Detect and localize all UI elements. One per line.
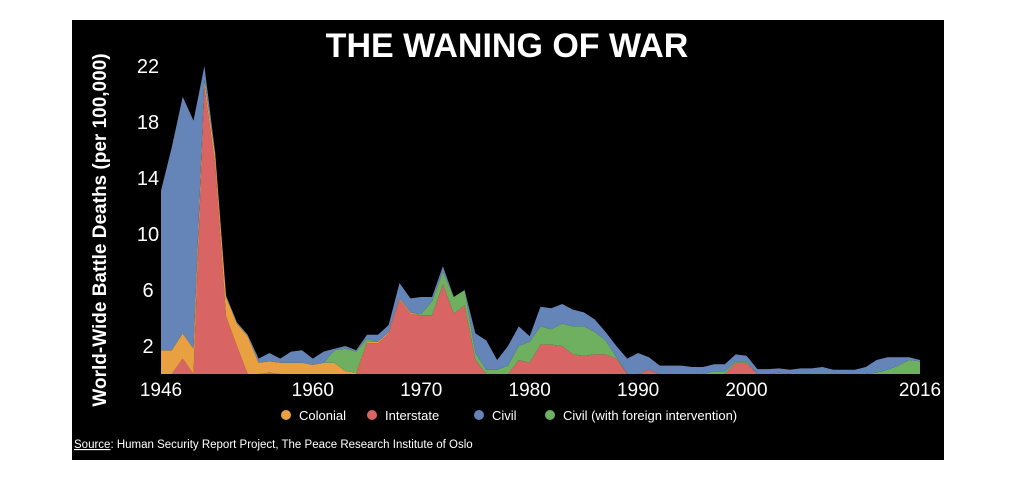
legend-label: Civil xyxy=(492,408,517,423)
legend-marker xyxy=(367,410,377,420)
legend-item: Civil xyxy=(474,408,517,423)
y-tick-label: 22 xyxy=(137,56,159,78)
x-tick-label: 1960 xyxy=(292,380,334,401)
legend-label: Civil (with foreign intervention) xyxy=(563,408,737,423)
chart-title: THE WANING OF WAR xyxy=(326,27,689,65)
legend-item: Interstate xyxy=(367,408,439,423)
source-text: : Human Security Report Project, The Pea… xyxy=(110,439,472,451)
area-layers xyxy=(161,66,920,374)
area-civil xyxy=(161,66,920,374)
y-tick-label: 10 xyxy=(137,224,159,246)
y-tick-label: 18 xyxy=(137,112,159,134)
y-axis-label: World-Wide Battle Deaths (per 100,000) xyxy=(90,53,111,406)
x-tick-label: 1946 xyxy=(140,380,182,401)
x-tick-labels: 1946 1960 1970 1980 1990 2000 2016 xyxy=(140,380,941,401)
legend-marker xyxy=(474,410,484,420)
y-tick-label: 2 xyxy=(142,336,153,358)
legend-label: Interstate xyxy=(385,408,439,423)
x-tick-label: 1980 xyxy=(509,380,551,401)
legend-marker xyxy=(281,410,291,420)
legend-item: Civil (with foreign intervention) xyxy=(545,408,737,423)
legend-marker xyxy=(545,410,555,420)
y-tick-label: 14 xyxy=(137,168,159,190)
x-tick-label: 1990 xyxy=(617,380,659,401)
source-label: Source xyxy=(74,439,110,451)
y-tick-labels: 2 6 10 14 18 22 xyxy=(137,56,159,358)
area-colonial xyxy=(161,80,920,374)
x-tick-label: 2016 xyxy=(899,380,941,401)
source-note: Source: Human Security Report Project, T… xyxy=(74,439,473,451)
x-tick-label: 1970 xyxy=(400,380,442,401)
legend: Colonial Interstate Civil Civil (with forei… xyxy=(281,408,737,423)
y-tick-label: 6 xyxy=(142,280,153,302)
x-tick-label: 2000 xyxy=(725,380,767,401)
legend-label: Colonial xyxy=(299,408,346,423)
legend-item: Colonial xyxy=(281,408,346,423)
